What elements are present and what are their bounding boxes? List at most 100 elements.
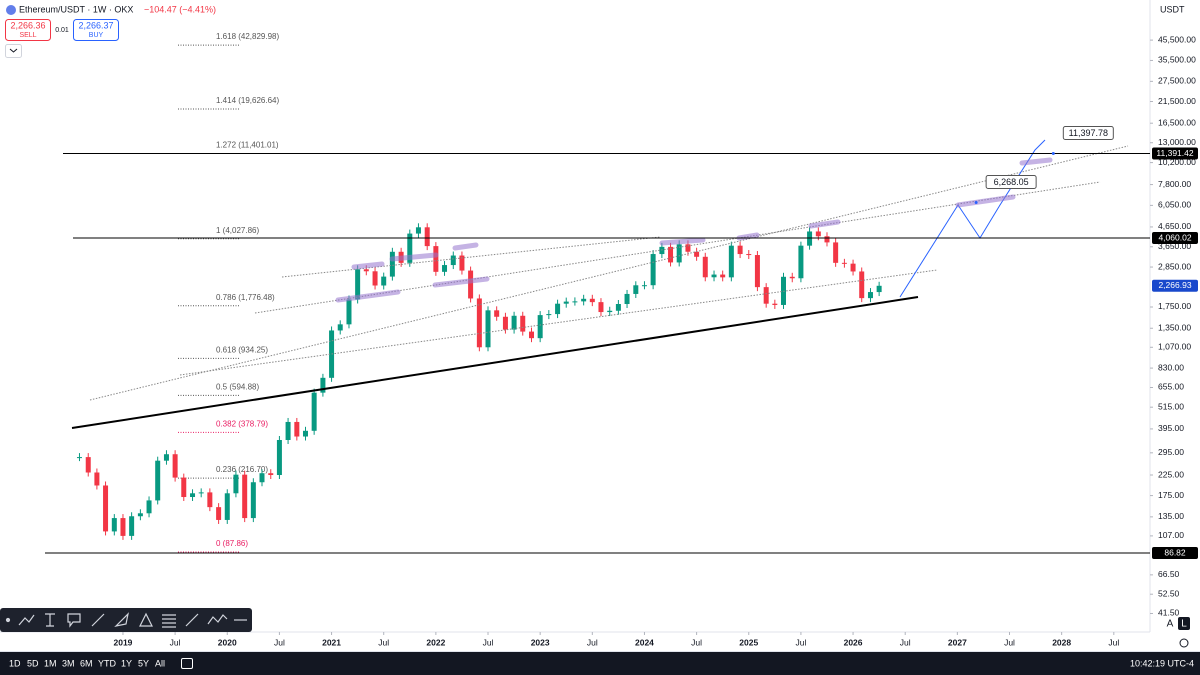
x-tick-label: Jul xyxy=(170,637,181,647)
fib-label: 1.618 (42,829.98) xyxy=(216,32,279,41)
highlight xyxy=(351,261,385,270)
timeframe-button[interactable]: 1Y xyxy=(121,658,132,668)
date-range-button[interactable] xyxy=(181,658,193,669)
candle xyxy=(346,299,352,325)
projection-path xyxy=(899,139,1046,298)
tool-pattern[interactable] xyxy=(139,612,153,627)
candle xyxy=(728,245,734,278)
x-tick-label: 2028 xyxy=(1052,637,1071,647)
timeframe-button[interactable]: 1D xyxy=(9,658,21,668)
candle xyxy=(876,285,882,293)
candle xyxy=(329,330,335,378)
collapse-button[interactable] xyxy=(5,44,22,58)
highlight xyxy=(808,219,841,229)
candle xyxy=(268,473,274,476)
spread: 0.01 xyxy=(55,27,69,34)
candle xyxy=(546,314,552,316)
timeframe-button[interactable]: 3M xyxy=(62,658,75,668)
tool-path[interactable] xyxy=(207,614,228,625)
fib-label: 1.414 (19,626.64) xyxy=(216,96,279,105)
timeframe-button[interactable]: All xyxy=(155,658,165,668)
timeframe-button[interactable]: YTD xyxy=(98,658,117,668)
timeframe-button[interactable]: 6M xyxy=(80,658,93,668)
tool-highlighter[interactable] xyxy=(114,612,129,627)
candle xyxy=(763,287,769,304)
highlight xyxy=(1019,157,1053,166)
chevron xyxy=(9,48,18,53)
tool-fib[interactable] xyxy=(162,614,176,628)
candle xyxy=(615,304,621,311)
x-tick-label: 2025 xyxy=(739,637,758,647)
x-tick-label: Jul xyxy=(691,637,702,647)
sell-button[interactable] xyxy=(5,19,51,41)
candle xyxy=(720,274,726,278)
log-scale-bg[interactable] xyxy=(1178,617,1190,630)
target-point xyxy=(1051,152,1055,156)
y-tick-label: 6,050.00 xyxy=(1158,200,1191,210)
tool-brush[interactable] xyxy=(91,613,105,627)
highlight xyxy=(335,289,401,303)
price-badge xyxy=(1152,547,1198,560)
timeframe-button[interactable]: 1M xyxy=(44,658,57,668)
candle xyxy=(598,302,604,313)
highlight xyxy=(432,276,490,288)
y-tick-label: 515.00 xyxy=(1158,401,1184,411)
symbol-title: Ethereum/USDT · 1W · OKX xyxy=(19,4,133,14)
x-tick-label: 2019 xyxy=(114,637,133,647)
log-scale[interactable]: L xyxy=(1181,619,1187,630)
support-trendline xyxy=(71,296,919,429)
candle xyxy=(120,518,126,536)
buy-button[interactable] xyxy=(73,19,119,41)
highlight xyxy=(955,194,1016,208)
x-tick-label: 2023 xyxy=(531,637,550,647)
candle xyxy=(650,254,656,286)
candles xyxy=(76,223,882,540)
settings-icon[interactable] xyxy=(1179,638,1189,648)
candle xyxy=(494,310,500,317)
timeframe-button[interactable]: 5Y xyxy=(138,658,149,668)
y-tick-label: 830.00 xyxy=(1158,362,1184,372)
candle xyxy=(798,245,804,279)
candle xyxy=(311,392,317,431)
drawing-toolbar xyxy=(0,608,252,632)
x-tick-label: Jul xyxy=(483,637,494,647)
eth-icon xyxy=(6,5,16,15)
y-tick-label: 107.00 xyxy=(1158,530,1184,540)
fib-label: 0.618 (934.25) xyxy=(216,346,268,355)
auto-scale[interactable]: A xyxy=(1167,619,1174,630)
candle xyxy=(633,285,639,294)
candle xyxy=(372,271,378,286)
fib-label: 0 (87.86) xyxy=(216,539,248,548)
candle xyxy=(563,301,569,304)
price-badge-label: 86.82 xyxy=(1164,547,1186,557)
x-tick-label: 2026 xyxy=(844,637,863,647)
candle xyxy=(815,231,821,237)
tool-text[interactable] xyxy=(45,613,55,627)
tool-line[interactable] xyxy=(185,613,199,627)
candle xyxy=(137,513,143,517)
fib-label: 0.236 (216.70) xyxy=(216,465,268,474)
candle xyxy=(181,477,187,498)
y-tick-label: 3,650.00 xyxy=(1158,241,1191,251)
candle xyxy=(859,271,865,299)
candle xyxy=(572,301,578,303)
candle xyxy=(155,460,161,501)
timeframe-button[interactable]: 5D xyxy=(27,658,39,668)
highlight xyxy=(659,237,706,246)
x-tick-label: 2027 xyxy=(948,637,967,647)
candle xyxy=(407,233,413,263)
target-box xyxy=(1062,126,1114,141)
highlight xyxy=(736,232,760,241)
price-badge xyxy=(1152,147,1198,160)
x-tick-label: Jul xyxy=(1004,637,1015,647)
candle xyxy=(841,262,847,264)
y-tick-label: 2,850.00 xyxy=(1158,261,1191,271)
candle xyxy=(294,421,300,437)
candle xyxy=(103,485,109,532)
tool-trendline[interactable] xyxy=(18,614,35,626)
x-tick-label: Jul xyxy=(378,637,389,647)
fib-label: 1.272 (11,401.01) xyxy=(216,141,279,150)
tool-note[interactable] xyxy=(67,613,81,628)
candle xyxy=(355,269,361,300)
